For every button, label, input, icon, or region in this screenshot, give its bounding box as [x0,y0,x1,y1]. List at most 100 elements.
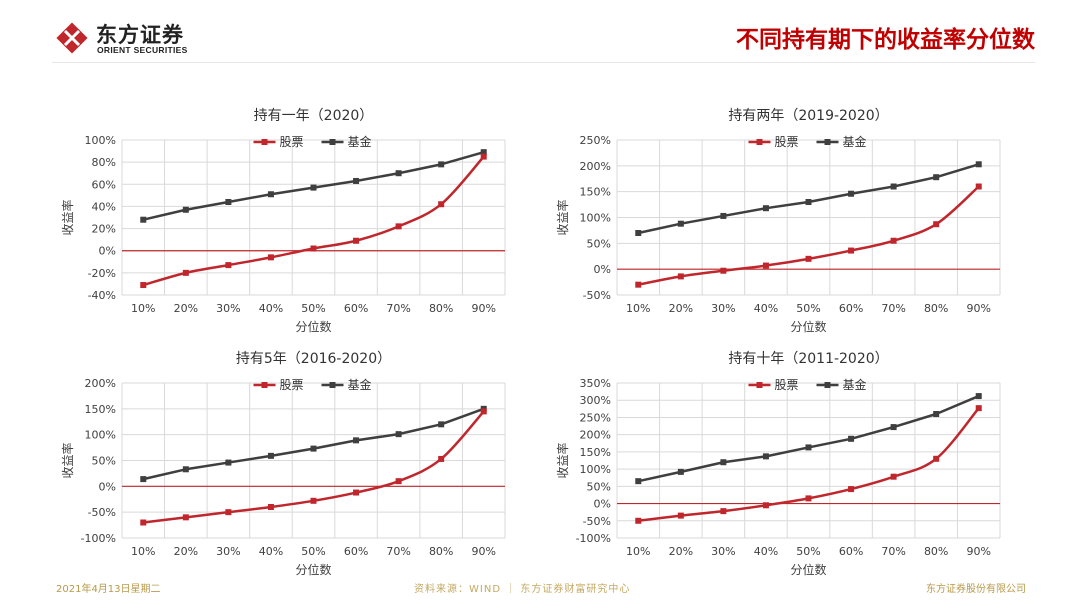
data-point-marker [720,212,727,219]
data-point-marker [762,502,769,509]
data-point-marker [480,153,487,160]
legend-label: 基金 [843,134,867,149]
data-point-marker [975,405,982,412]
legend-label: 股票 [280,378,304,392]
data-point-marker [890,424,897,431]
data-point-marker [805,495,812,502]
data-point-marker [310,445,317,452]
y-tick-label: -50% [583,289,611,302]
y-tick-label: 200% [85,377,116,390]
x-tick-label: 60% [344,302,368,315]
data-point-marker [438,455,445,462]
data-point-marker [438,161,445,168]
x-tick-label: 80% [924,545,948,558]
x-tick-label: 10% [626,545,650,558]
y-tick-label: 50% [587,480,611,493]
data-point-marker [310,245,317,252]
y-tick-label: 0% [99,480,116,493]
data-point-marker [182,206,189,213]
legend-swatch-marker [329,139,336,145]
chart-svg: 持有5年（2016-2020） -100% -50% 0% 50% 100% 150% 200… [60,351,506,577]
data-point-marker [182,466,189,473]
x-tick-label: 40% [754,545,778,558]
series-line [142,407,485,481]
legend-label: 基金 [843,377,867,392]
y-tick-label: 200% [580,429,611,442]
data-point-marker [140,282,147,289]
legend-label: 基金 [348,134,372,149]
data-point-marker [805,444,812,451]
data-point-marker [890,237,897,244]
data-point-marker [182,269,189,276]
x-tick-label: 90% [471,545,495,558]
legend-swatch-marker [329,382,336,388]
data-point-marker [677,468,684,475]
x-tick-label: 60% [344,545,368,558]
data-point-marker [762,262,769,269]
logo-text-cn: 东方证券 [96,23,184,47]
y-axis-label: 收益率 [60,199,75,235]
data-point-marker [677,512,684,519]
data-point-marker [975,183,982,190]
data-point-marker [762,205,769,212]
y-tick-label: 100% [580,463,611,476]
chart-title: 持有两年（2019-2020） [728,108,888,124]
legend-label: 股票 [280,135,304,149]
data-point-marker [975,393,982,400]
x-tick-label: 80% [429,545,453,558]
x-tick-label: 80% [429,302,453,315]
data-point-marker [140,476,147,483]
legend-swatch-marker [756,382,763,388]
data-point-marker [267,452,274,459]
data-point-marker [310,497,317,504]
x-tick-label: 40% [754,302,778,315]
y-tick-label: 100% [85,134,116,147]
data-point-marker [762,453,769,460]
data-point-marker [395,223,402,230]
x-tick-label: 30% [216,545,240,558]
y-tick-label: 350% [580,377,611,390]
y-axis-label: 收益率 [555,442,570,478]
data-point-marker [225,199,232,205]
data-point-marker [353,237,360,244]
data-point-marker [267,191,274,198]
series-line [142,155,485,287]
data-point-marker [395,431,402,438]
data-point-marker [848,190,855,197]
header-divider [52,62,1035,63]
data-point-marker [805,255,812,262]
y-tick-label: 100% [85,429,116,442]
data-point-marker [805,199,812,205]
data-point-marker [635,281,642,288]
x-tick-label: 20% [669,545,693,558]
data-point-marker [720,508,727,515]
data-point-marker [975,161,982,168]
x-tick-label: 10% [626,302,650,315]
data-point-marker [480,149,487,156]
y-tick-label: 300% [580,394,611,407]
data-point-marker [635,517,642,524]
chart-title: 持有5年（2016-2020） [236,351,391,367]
data-point-marker [933,174,940,181]
logo-diamond-icon [56,22,88,54]
data-point-marker [635,230,642,236]
chart-svg: 持有十年（2011-2020） -100% -50% 0% 50% 100% 150% 200… [555,351,1001,577]
y-tick-label: -40% [88,289,116,302]
data-point-marker [438,201,445,208]
legend-swatch-marker [261,382,268,388]
x-tick-label: 30% [711,302,735,315]
footer-company: 东方证券股份有限公司 [926,584,1026,595]
y-tick-label: 150% [580,186,611,199]
y-axis-label: 收益率 [555,199,570,235]
x-tick-label: 10% [131,545,155,558]
y-tick-label: 100% [580,212,611,225]
data-point-marker [310,184,317,191]
y-tick-label: 50% [587,237,611,250]
legend-swatch-marker [261,139,268,145]
data-point-marker [635,478,642,485]
y-tick-label: 80% [92,156,116,169]
y-axis-label: 收益率 [60,442,75,478]
legend-swatch-marker [824,382,831,388]
chart-hold-10-years: 持有十年（2011-2020） -100% -50% 0% 50% 100% 150% 200… [545,343,1015,583]
x-tick-label: 20% [174,545,198,558]
